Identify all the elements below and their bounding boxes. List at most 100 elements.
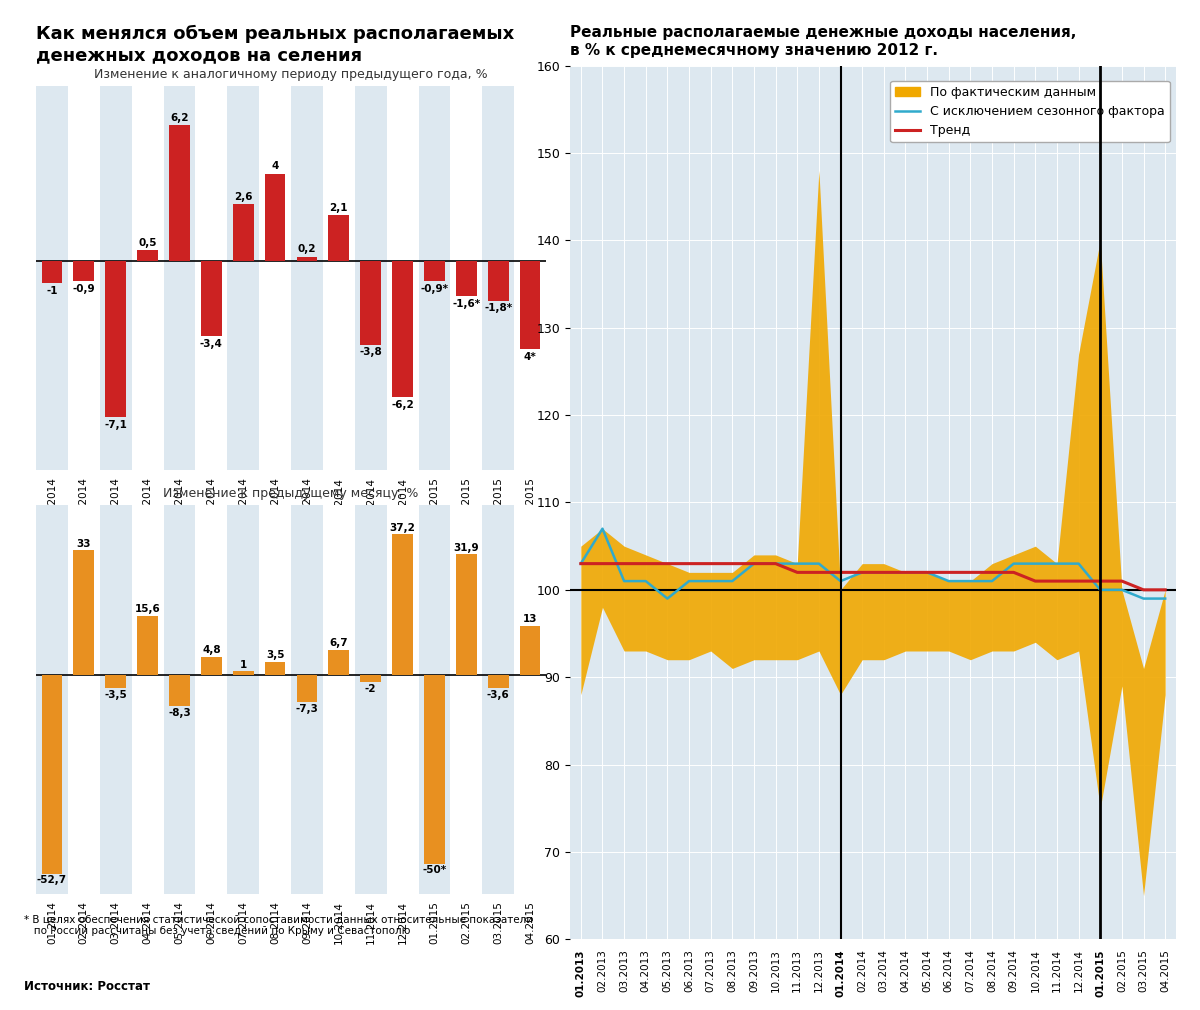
Bar xyxy=(265,174,286,262)
Bar xyxy=(200,656,222,675)
Bar xyxy=(137,616,158,675)
Bar xyxy=(419,505,450,894)
Text: -3,6: -3,6 xyxy=(487,690,510,700)
Bar xyxy=(482,505,514,894)
Bar xyxy=(296,257,317,262)
Bar xyxy=(42,262,62,283)
Text: 4*: 4* xyxy=(523,351,536,362)
Text: 6,7: 6,7 xyxy=(330,638,348,648)
Bar xyxy=(520,626,540,675)
Text: -7,1: -7,1 xyxy=(104,419,127,429)
Bar xyxy=(106,262,126,417)
Bar xyxy=(296,675,317,702)
Bar xyxy=(36,505,68,894)
Text: -0,9*: -0,9* xyxy=(420,284,449,294)
Bar xyxy=(227,505,259,894)
Bar xyxy=(196,505,227,894)
Bar xyxy=(450,86,482,470)
Text: -50*: -50* xyxy=(422,866,446,875)
Legend: По фактическим данным, С исключением сезонного фактора, Тренд: По фактическим данным, С исключением сез… xyxy=(890,81,1170,142)
Bar xyxy=(329,649,349,675)
Text: -6,2: -6,2 xyxy=(391,400,414,410)
Bar xyxy=(450,505,482,894)
Text: 31,9: 31,9 xyxy=(454,543,479,552)
Text: -8,3: -8,3 xyxy=(168,708,191,718)
Bar xyxy=(169,125,190,262)
Bar xyxy=(514,86,546,470)
Bar xyxy=(514,505,546,894)
Text: 37,2: 37,2 xyxy=(390,523,415,533)
Bar xyxy=(392,262,413,397)
Bar xyxy=(163,505,196,894)
Text: -1: -1 xyxy=(46,286,58,296)
Bar xyxy=(163,86,196,470)
Title: Изменение к предыдущему месяцу, %: Изменение к предыдущему месяцу, % xyxy=(163,487,419,500)
Text: * В целях обеспечения статистической сопоставимости данных относительные показат: * В целях обеспечения статистической соп… xyxy=(24,914,533,935)
Bar xyxy=(68,505,100,894)
Bar xyxy=(360,675,382,683)
Text: 0,5: 0,5 xyxy=(138,237,157,247)
Text: Источник: Росстат: Источник: Росстат xyxy=(24,980,150,993)
Bar xyxy=(132,86,163,470)
Bar xyxy=(323,505,355,894)
Bar xyxy=(259,505,292,894)
Bar xyxy=(36,86,68,470)
Bar xyxy=(100,505,132,894)
Bar xyxy=(68,86,100,470)
Bar xyxy=(456,554,476,675)
Bar xyxy=(106,675,126,688)
Bar xyxy=(456,262,476,296)
Bar xyxy=(73,262,94,281)
Bar xyxy=(419,86,450,470)
Bar xyxy=(196,86,227,470)
Bar xyxy=(227,86,259,470)
Bar xyxy=(355,505,386,894)
Bar xyxy=(100,86,132,470)
Bar xyxy=(265,662,286,675)
Text: 15,6: 15,6 xyxy=(134,604,161,614)
Bar xyxy=(73,550,94,675)
Bar xyxy=(169,675,190,706)
Text: 4: 4 xyxy=(271,161,278,171)
Text: -7,3: -7,3 xyxy=(295,704,318,714)
Bar xyxy=(137,250,158,262)
Bar xyxy=(355,86,386,470)
Text: 13: 13 xyxy=(523,614,538,624)
Text: -0,9: -0,9 xyxy=(72,284,95,294)
Bar xyxy=(386,86,419,470)
Text: 6,2: 6,2 xyxy=(170,113,188,122)
Text: -2: -2 xyxy=(365,684,377,694)
Bar xyxy=(392,534,413,675)
Bar xyxy=(488,262,509,301)
Bar xyxy=(424,262,445,281)
Bar xyxy=(482,86,514,470)
Bar xyxy=(360,262,382,344)
Text: -1,8*: -1,8* xyxy=(484,303,512,313)
Bar xyxy=(292,505,323,894)
Text: 4,8: 4,8 xyxy=(202,645,221,655)
Bar xyxy=(233,204,253,262)
Bar xyxy=(233,671,253,675)
Text: -3,8: -3,8 xyxy=(359,347,382,358)
Title: Реальные располагаемые денежные доходы населения,
в % к среднемесячному значению: Реальные располагаемые денежные доходы н… xyxy=(570,25,1076,58)
Bar xyxy=(386,505,419,894)
Text: 2,1: 2,1 xyxy=(330,203,348,213)
Bar xyxy=(520,262,540,349)
Text: 3,5: 3,5 xyxy=(266,650,284,661)
Bar xyxy=(200,262,222,336)
Bar xyxy=(329,215,349,262)
Text: -52,7: -52,7 xyxy=(37,876,67,886)
Text: Как менялся объем реальных располагаемых
денежных доходов на селения: Как менялся объем реальных располагаемых… xyxy=(36,25,515,65)
Text: -1,6*: -1,6* xyxy=(452,299,480,309)
Bar xyxy=(323,86,355,470)
Bar xyxy=(424,675,445,864)
Title: Изменение к аналогичному периоду предыдущего года, %: Изменение к аналогичному периоду предыду… xyxy=(94,68,488,81)
Text: -3,5: -3,5 xyxy=(104,690,127,700)
Text: 33: 33 xyxy=(77,538,91,548)
Bar xyxy=(488,675,509,689)
Bar xyxy=(259,86,292,470)
Bar xyxy=(132,505,163,894)
Bar xyxy=(42,675,62,874)
Text: 2,6: 2,6 xyxy=(234,192,252,202)
Text: 0,2: 0,2 xyxy=(298,244,316,255)
